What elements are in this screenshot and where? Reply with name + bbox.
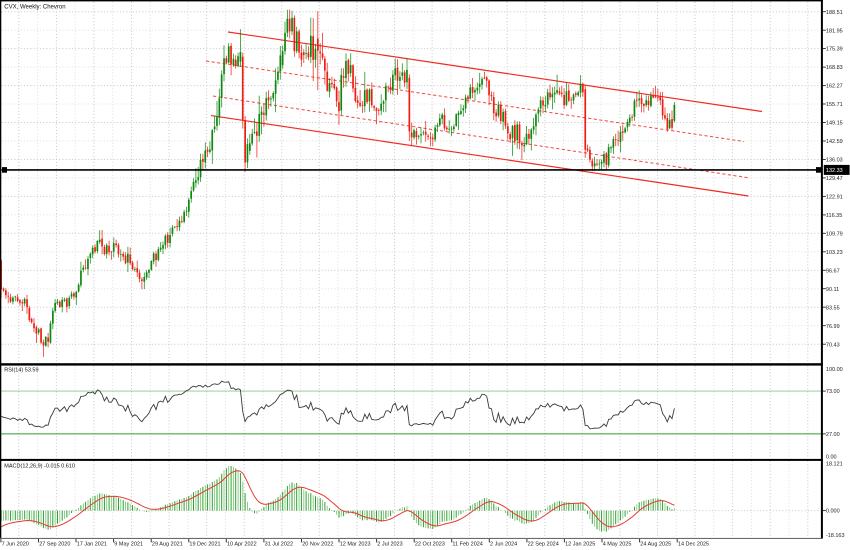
svg-text:181.95: 181.95: [826, 28, 843, 34]
svg-text:29 Aug 2021: 29 Aug 2021: [152, 542, 183, 548]
svg-text:73.00: 73.00: [826, 389, 840, 395]
svg-text:27 Sep 2020: 27 Sep 2020: [39, 542, 70, 548]
svg-text:7 Jun 2020: 7 Jun 2020: [2, 542, 29, 548]
svg-text:188.51: 188.51: [826, 10, 843, 16]
svg-text:100.00: 100.00: [826, 367, 843, 373]
svg-text:132.33: 132.33: [826, 168, 843, 174]
svg-text:11 Feb 2024: 11 Feb 2024: [452, 542, 482, 548]
svg-text:129.47: 129.47: [826, 176, 843, 182]
svg-text:18.121: 18.121: [826, 462, 843, 468]
svg-text:155.71: 155.71: [826, 102, 843, 108]
svg-text:CVX, Weekly: Chevron: CVX, Weekly: Chevron: [4, 5, 65, 11]
svg-text:20 Nov 2022: 20 Nov 2022: [302, 542, 333, 548]
svg-text:2 Jun 2024: 2 Jun 2024: [490, 542, 517, 548]
svg-text:19 Dec 2021: 19 Dec 2021: [189, 542, 220, 548]
svg-text:4 May 2025: 4 May 2025: [603, 542, 632, 548]
svg-text:142.59: 142.59: [826, 139, 843, 145]
svg-text:116.35: 116.35: [826, 213, 842, 219]
svg-text:76.99: 76.99: [826, 324, 840, 330]
svg-text:MACD(12,26,9) -0.015 0.610: MACD(12,26,9) -0.015 0.610: [4, 464, 75, 470]
svg-text:90.11: 90.11: [826, 287, 839, 293]
svg-text:14 Dec 2025: 14 Dec 2025: [678, 542, 709, 548]
svg-text:22 Sep 2024: 22 Sep 2024: [528, 542, 559, 548]
svg-text:17 Jan 2021: 17 Jan 2021: [77, 542, 107, 548]
svg-text:109.79: 109.79: [826, 231, 843, 237]
svg-text:12 Mar 2023: 12 Mar 2023: [340, 542, 371, 548]
svg-text:103.23: 103.23: [826, 250, 843, 256]
svg-text:175.39: 175.39: [826, 47, 843, 53]
svg-text:168.83: 168.83: [826, 65, 843, 71]
svg-text:12 Jan 2025: 12 Jan 2025: [565, 542, 595, 548]
svg-text:70.43: 70.43: [826, 342, 840, 348]
svg-text:162.27: 162.27: [826, 84, 843, 90]
svg-text:96.67: 96.67: [826, 268, 840, 274]
svg-text:31 Jul 2022: 31 Jul 2022: [265, 542, 293, 548]
svg-text:9 May 2021: 9 May 2021: [114, 542, 143, 548]
svg-text:-18.163: -18.163: [826, 533, 845, 539]
svg-text:0.000: 0.000: [826, 508, 840, 514]
svg-text:10 Apr 2022: 10 Apr 2022: [227, 542, 257, 548]
svg-text:27.00: 27.00: [826, 432, 840, 438]
svg-text:2 Jul 2023: 2 Jul 2023: [377, 542, 402, 548]
svg-text:122.91: 122.91: [826, 195, 843, 201]
svg-text:0.00: 0.00: [826, 455, 837, 461]
svg-text:24 Aug 2025: 24 Aug 2025: [640, 542, 671, 548]
svg-text:22 Oct 2023: 22 Oct 2023: [415, 542, 445, 548]
svg-text:136.03: 136.03: [826, 158, 843, 164]
svg-text:149.15: 149.15: [826, 121, 843, 127]
svg-text:RSI(14) 53.59: RSI(14) 53.59: [4, 368, 38, 374]
svg-text:83.55: 83.55: [826, 305, 840, 311]
